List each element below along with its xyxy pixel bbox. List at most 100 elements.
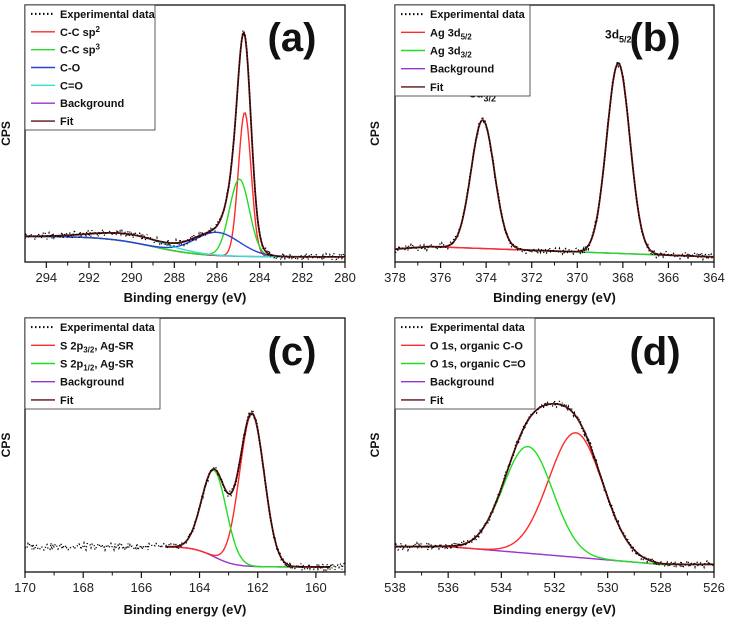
legend-label: Experimental data — [430, 322, 526, 334]
legend-label: Fit — [430, 82, 444, 94]
y-axis-title: CPS — [0, 433, 13, 458]
legend-item: Experimental data — [401, 322, 526, 334]
legend-item: C-C sp3 — [31, 43, 100, 57]
legend-item: Fit — [31, 116, 74, 128]
x-tick-label: 290 — [121, 270, 143, 285]
x-tick-label: 162 — [247, 580, 269, 595]
fit-line — [395, 402, 714, 566]
panel-b: 378 376 374 372 370 368 366 364 Binding energy (… — [368, 4, 725, 305]
x-axis-title: Binding energy (eV) — [493, 290, 616, 305]
legend: Experimental data Ag 3d5/2 Ag 3d3/2 Backgro… — [394, 4, 531, 97]
legend-label: C-C sp3 — [60, 43, 100, 57]
plot-area — [395, 61, 714, 262]
component-peak-line — [395, 119, 714, 258]
legend: Experimental data S 2p3/2, Ag-SR S 2p1/2, … — [24, 317, 161, 410]
y-axis-title: CPS — [0, 121, 13, 146]
background-line — [395, 545, 714, 566]
legend-item: Background — [401, 64, 494, 76]
plot-frame — [24, 4, 346, 263]
x-tick-label: 366 — [658, 270, 680, 285]
x-tick-label: 170 — [14, 580, 36, 595]
panel-label: (a) — [268, 16, 317, 60]
legend-label: O 1s, organic C-O — [430, 340, 523, 352]
legend-label: C-O — [60, 63, 81, 75]
plot-area — [25, 408, 345, 572]
x-tick-label: 526 — [703, 580, 725, 595]
legend-label: Background — [430, 377, 494, 389]
x-tick-label: 288 — [163, 270, 185, 285]
plot-area — [25, 30, 345, 262]
panel-a: 294 292 290 288 286 284 282 280 Binding energy (… — [0, 4, 356, 305]
legend-item: Fit — [401, 395, 444, 407]
legend-item: Fit — [401, 82, 444, 94]
legend-label: Fit — [430, 395, 444, 407]
x-tick-label: 536 — [437, 580, 459, 595]
legend-item: Ag 3d5/2 — [401, 27, 472, 41]
legend-label: Background — [430, 64, 494, 76]
x-axis-title: Binding energy (eV) — [124, 290, 247, 305]
y-axis-title: CPS — [368, 433, 382, 458]
fit-line — [165, 412, 331, 568]
legend-item: Experimental data — [31, 322, 156, 334]
x-tick-label: 528 — [650, 580, 672, 595]
x-tick-label: 164 — [189, 580, 211, 595]
legend-item: Background — [31, 98, 124, 110]
legend-item: O 1s, organic C=O — [401, 359, 526, 371]
legend-item: S 2p1/2, Ag-SR — [31, 359, 134, 373]
x-tick-label: 538 — [384, 580, 406, 595]
x-tick-label: 378 — [384, 270, 406, 285]
legend: Experimental data C-C sp2 C-C sp3 C-O C=O Bac… — [24, 4, 156, 131]
panel-label: (c) — [268, 330, 317, 374]
legend-label: C=O — [60, 80, 83, 92]
x-tick-label: 530 — [597, 580, 619, 595]
legend-item: C-C sp2 — [31, 25, 100, 39]
x-tick-label: 372 — [521, 270, 543, 285]
x-tick-label: 534 — [490, 580, 512, 595]
x-tick-label: 160 — [305, 580, 327, 595]
experimental-data-points — [395, 399, 714, 570]
legend-item: C=O — [31, 80, 83, 92]
x-tick-label: 168 — [72, 580, 94, 595]
component-peak-line — [25, 178, 345, 258]
experimental-data-points — [25, 30, 345, 262]
fit-line — [395, 62, 714, 258]
legend-item: C-O — [31, 63, 81, 75]
x-tick-label: 376 — [430, 270, 452, 285]
panel-label: (d) — [629, 330, 680, 374]
x-tick-label: 292 — [78, 270, 100, 285]
legend-label: Ag 3d5/2 — [430, 27, 472, 41]
x-tick-label: 166 — [131, 580, 153, 595]
x-tick-label: 374 — [475, 270, 497, 285]
legend-label: C-C sp2 — [60, 25, 100, 39]
legend: Experimental data O 1s, organic C-O O 1s, … — [394, 317, 536, 410]
legend-label: Background — [60, 98, 124, 110]
legend-item: O 1s, organic C-O — [401, 340, 523, 352]
legend-item: Fit — [31, 395, 74, 407]
legend-item: Experimental data — [31, 9, 156, 21]
experimental-data-points — [25, 408, 345, 572]
x-tick-label: 286 — [206, 270, 228, 285]
component-peak-line — [165, 469, 331, 568]
panel-d: 538 536 534 532 530 528 526 Binding energy (eV)… — [368, 317, 725, 617]
legend-item: Ag 3d3/2 — [401, 46, 472, 60]
legend-item: S 2p3/2, Ag-SR — [31, 340, 134, 354]
x-tick-label: 284 — [249, 270, 271, 285]
panel-label: (b) — [629, 16, 680, 60]
legend-label: Experimental data — [60, 9, 156, 21]
y-axis-title: CPS — [368, 121, 382, 146]
x-tick-label: 370 — [566, 270, 588, 285]
legend-label: S 2p3/2, Ag-SR — [60, 340, 134, 354]
legend-label: S 2p1/2, Ag-SR — [60, 359, 134, 373]
background-line — [25, 235, 345, 258]
x-tick-label: 364 — [703, 270, 725, 285]
x-tick-label: 368 — [612, 270, 634, 285]
legend-label: Experimental data — [430, 9, 526, 21]
legend-label: O 1s, organic C=O — [430, 359, 526, 371]
peak-annotation: 3d5/2 — [605, 27, 632, 44]
x-tick-label: 294 — [35, 270, 57, 285]
x-axis-title: Binding energy (eV) — [124, 602, 247, 617]
legend-label: Background — [60, 377, 124, 389]
legend-item: Background — [31, 377, 124, 389]
legend-label: Fit — [60, 395, 74, 407]
x-tick-label: 280 — [334, 270, 356, 285]
